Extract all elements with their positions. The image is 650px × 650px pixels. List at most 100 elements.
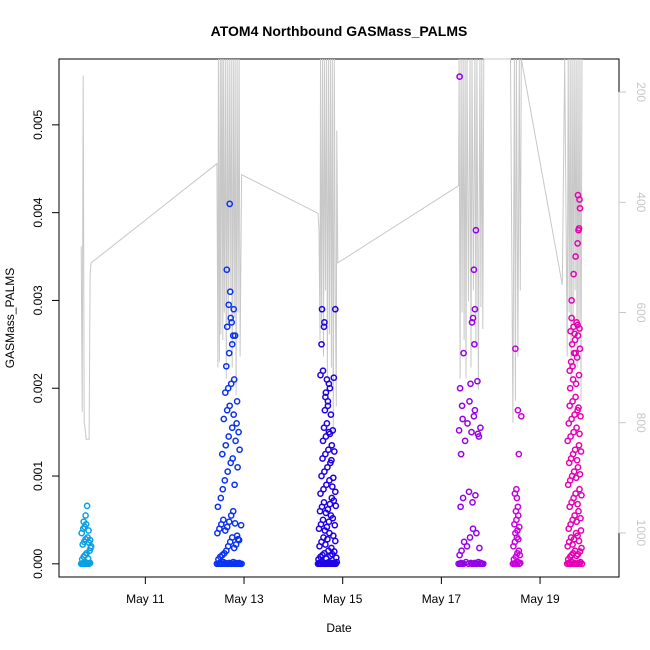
data-point [457, 450, 465, 458]
data-point [226, 200, 234, 208]
y-tick-label: 0.005 [31, 109, 45, 139]
data-point [233, 398, 241, 405]
data-point [229, 455, 237, 462]
data-point [571, 446, 579, 454]
data-point [331, 521, 339, 529]
data-point [231, 481, 238, 489]
data-point [235, 536, 243, 544]
y2-tick-label: 1000 [634, 520, 648, 547]
data-point [471, 305, 479, 313]
data-point [223, 523, 231, 531]
data-point [219, 516, 227, 524]
y-axis-title: GASMass_PALMS [3, 268, 17, 368]
data-point [566, 402, 574, 410]
data-point [477, 424, 484, 432]
data-point [225, 301, 233, 309]
data-point [455, 427, 463, 434]
data-point [474, 430, 482, 438]
data-point [331, 537, 339, 545]
data-point [324, 398, 332, 405]
data-point [470, 266, 478, 274]
data-point [237, 521, 245, 529]
data-point [577, 514, 584, 522]
data-point [220, 415, 228, 423]
data-point [225, 349, 233, 357]
data-point [474, 377, 481, 385]
data-point [569, 398, 576, 405]
data-point [230, 305, 238, 313]
data-point [225, 518, 233, 526]
data-point [576, 345, 584, 353]
data-point [471, 340, 478, 348]
data-point [514, 406, 522, 414]
data-point [227, 380, 235, 388]
data-point [572, 253, 579, 260]
data-point [333, 558, 341, 566]
data-point [576, 470, 584, 478]
data-point [574, 500, 581, 508]
data-point [568, 297, 575, 304]
data-point [460, 538, 468, 546]
data-point [214, 503, 222, 511]
data-point [219, 485, 227, 493]
data-point [575, 537, 583, 545]
data-point [479, 560, 487, 568]
data-point [323, 376, 331, 383]
data-point [228, 319, 236, 326]
data-point [318, 305, 326, 313]
data-point [575, 507, 582, 515]
data-point [576, 548, 584, 555]
data-point [578, 491, 585, 499]
data-point [564, 437, 572, 445]
data-point [512, 345, 519, 353]
data-point [218, 450, 226, 458]
data-point [321, 468, 328, 475]
data-point [459, 494, 467, 502]
data-point [575, 371, 583, 379]
data-point [221, 389, 229, 396]
data-point [84, 555, 92, 562]
data-point [576, 204, 584, 212]
data-point [321, 319, 328, 326]
data-points-layer [77, 73, 586, 568]
data-point [569, 376, 577, 383]
data-point [573, 456, 581, 464]
data-point [466, 398, 473, 405]
x-tick-label: May 11 [126, 592, 165, 606]
data-point [230, 411, 238, 418]
data-point [226, 288, 234, 296]
data-point [463, 542, 471, 550]
data-point [513, 485, 520, 493]
data-point [578, 560, 586, 568]
data-point [83, 502, 91, 510]
data-point [572, 380, 580, 388]
series-flight_6 [563, 191, 586, 568]
data-point [571, 330, 578, 338]
data-point [573, 518, 580, 526]
data-point [322, 541, 329, 548]
data-point [320, 323, 328, 331]
data-point [232, 541, 240, 548]
data-point [233, 420, 240, 427]
x-axis-title: Date [326, 621, 352, 635]
data-point [466, 534, 474, 541]
data-point [319, 437, 327, 445]
data-point [470, 412, 478, 420]
data-point [225, 433, 233, 440]
data-point [572, 490, 579, 497]
data-point [514, 535, 522, 543]
data-point [575, 225, 583, 232]
data-point [226, 402, 234, 410]
data-point [221, 477, 229, 484]
data-point [570, 468, 578, 475]
data-point [464, 420, 471, 427]
y2-axis: 200 400 600 800 1000 [618, 82, 648, 547]
data-point [459, 415, 466, 423]
data-point [319, 455, 326, 462]
x-tick-label: May 13 [224, 592, 264, 606]
data-point [317, 490, 324, 497]
data-point [570, 428, 577, 436]
data-point [473, 529, 480, 537]
data-point [577, 448, 585, 455]
data-point [234, 463, 241, 471]
